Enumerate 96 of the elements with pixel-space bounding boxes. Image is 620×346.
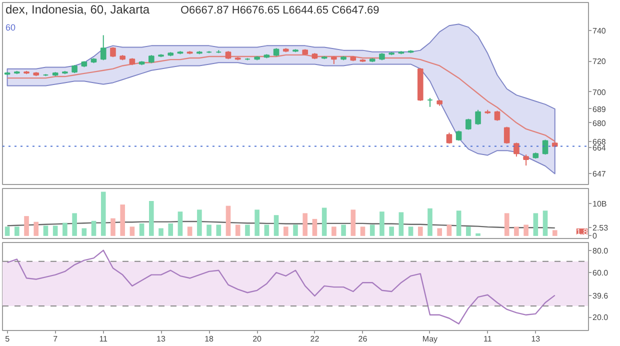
bar [254, 210, 260, 236]
y-tick-label: 39.6 [592, 291, 609, 300]
bar [476, 233, 480, 236]
bar [350, 210, 356, 236]
candlestick [523, 154, 529, 166]
bar [100, 192, 106, 236]
bar [245, 224, 250, 236]
bar [552, 230, 558, 236]
x-tick-label: 11 [483, 334, 492, 344]
bar [360, 226, 366, 236]
bar [139, 223, 144, 236]
x-tick-label: 26 [358, 334, 368, 344]
bar [43, 226, 48, 236]
bar [34, 222, 39, 236]
bar [370, 224, 375, 236]
y-tick-label: 680 [592, 118, 606, 128]
bar [197, 210, 202, 236]
x-tick-label: 13 [156, 334, 166, 344]
bar [322, 208, 327, 236]
line-series [6, 220, 556, 229]
bar [72, 213, 77, 236]
bar [120, 204, 125, 236]
bar [293, 224, 298, 236]
y-tick-label: 740 [592, 26, 606, 36]
candlestick [504, 126, 510, 144]
bar [264, 224, 270, 236]
bar [216, 224, 222, 236]
x-tick-label: 22 [310, 334, 320, 344]
y-tick-label: 20.0 [592, 313, 609, 322]
y-tick-label: 689 [592, 104, 606, 114]
bar [533, 213, 538, 236]
bar [226, 206, 231, 236]
bar [524, 224, 528, 236]
candlestick [446, 132, 452, 144]
bar [130, 226, 135, 236]
chart-title: dex, Indonesia, 60, Jakarta [6, 2, 150, 16]
bar [274, 215, 279, 236]
x-tick-label: 7 [53, 334, 58, 344]
x-tick-label: 18 [204, 334, 214, 344]
text: 1.8 [576, 228, 588, 236]
y-tick-label: 80.0 [592, 246, 609, 256]
x-tick-label: 20 [252, 334, 262, 344]
candlestick [475, 109, 481, 126]
y-tick-label: 720 [592, 57, 606, 66]
x-tick-label: 11 [99, 334, 108, 344]
bar [542, 210, 548, 236]
y-tick-label: 647 [592, 170, 606, 179]
x-tick-label: 5 [5, 334, 10, 344]
bar [504, 213, 510, 236]
bar [110, 218, 116, 236]
bar [380, 212, 384, 236]
bar [514, 226, 519, 236]
bar [62, 222, 68, 236]
bar [283, 226, 288, 236]
annotation: 60 [6, 22, 16, 32]
y-tick-label: 10B [592, 199, 607, 208]
bar [418, 226, 423, 236]
bar [428, 208, 432, 236]
y-tick-label: 60.0 [592, 268, 609, 278]
bar [24, 216, 29, 236]
bar [437, 228, 442, 236]
bar [341, 224, 346, 236]
bar [168, 223, 174, 236]
bar [4, 226, 10, 236]
bar [389, 226, 394, 236]
bar [91, 220, 96, 236]
bar [332, 226, 336, 236]
x-tick-label: May [422, 334, 438, 344]
chart-subtitle: O6667.87 H6676.65 L6644.65 C6647.69 [180, 4, 380, 16]
y-tick-label: 700 [592, 88, 606, 97]
y-tick-label: 2.53 [592, 223, 609, 232]
bar [466, 226, 471, 236]
line-series [6, 54, 556, 142]
bar [302, 213, 308, 236]
candlestick [110, 46, 116, 58]
candlestick [100, 34, 106, 61]
bar [408, 226, 414, 236]
y-tick-label: 0 [592, 231, 598, 240]
bar [456, 210, 462, 236]
line-series [6, 250, 556, 324]
bar [52, 226, 58, 236]
bar [158, 228, 164, 236]
bar [235, 224, 240, 236]
bar [446, 224, 452, 236]
bar [149, 201, 154, 236]
bar [312, 218, 318, 236]
bar [206, 224, 212, 236]
x-tick-label: 13 [531, 334, 541, 344]
bar [178, 212, 183, 236]
bar [82, 228, 87, 236]
candlestick [514, 142, 520, 158]
bar [14, 226, 20, 236]
candlestick [542, 139, 548, 156]
bar [187, 226, 192, 236]
candlestick [494, 110, 500, 122]
bar [398, 212, 404, 236]
